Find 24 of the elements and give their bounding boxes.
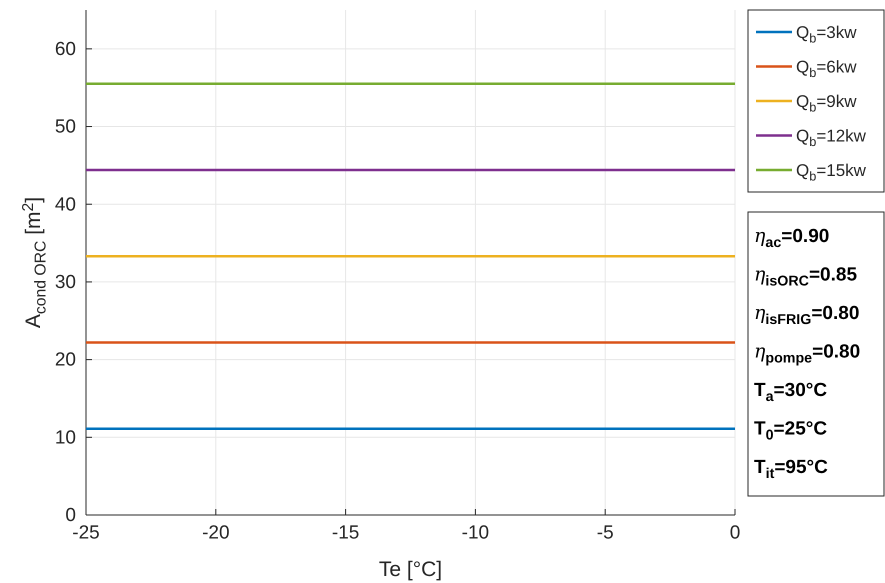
x-tick-label: -5 <box>596 522 614 544</box>
legend-label: Q$_{b}$=6kw <box>796 58 858 80</box>
x-tick-label: 0 <box>730 522 740 544</box>
legend-label: Q$_{b}$=15kw <box>796 161 867 184</box>
y-tick-label: 40 <box>54 194 76 216</box>
y-tick-label: 50 <box>54 116 76 138</box>
legend-label: Q$_{b}$=3kw <box>796 23 858 46</box>
text: η$_{ac}$=0.90 <box>754 225 830 251</box>
x-tick-label: -15 <box>332 522 360 544</box>
y-tick-label: 10 <box>54 427 76 448</box>
text: η$_{pompe}$=0.80 <box>754 340 860 366</box>
text: η$_{isORC}$=0.85 <box>754 264 858 290</box>
x-axis-title: Te [°C] <box>378 558 442 581</box>
x-tick-label: -10 <box>462 522 490 544</box>
text: T$_{a}$=30°C <box>754 380 828 405</box>
y-tick-label: 30 <box>54 272 76 294</box>
legend-label: Q$_{b}$=9kw <box>796 92 858 114</box>
legend-label: Q$_{b}$=12kw <box>796 126 867 149</box>
text: T$_{it}$=95°C <box>754 457 828 482</box>
text: T$_{0}$=25°C <box>754 418 828 444</box>
y-tick-label: 20 <box>54 350 76 371</box>
y-tick-label: 60 <box>54 38 76 60</box>
text: η$_{isFRIG}$=0.80 <box>754 302 860 328</box>
x-tick-label: -20 <box>202 522 230 544</box>
